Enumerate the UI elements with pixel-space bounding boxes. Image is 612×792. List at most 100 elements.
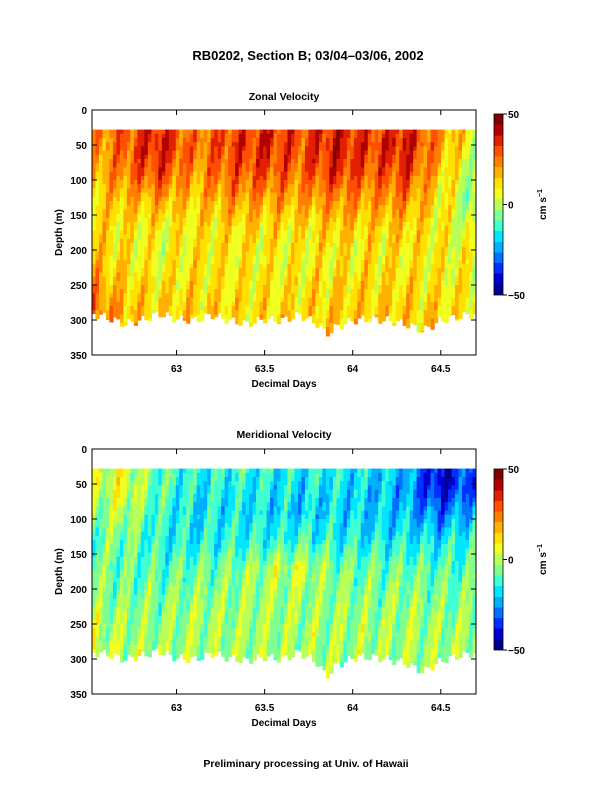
field-cell <box>186 318 191 324</box>
field-cell <box>381 280 386 286</box>
field-cell <box>364 196 369 202</box>
field-cell <box>325 285 330 290</box>
field-cell <box>381 226 386 231</box>
field-cell <box>371 196 376 202</box>
field-cell <box>318 180 323 185</box>
field-cell <box>413 301 418 307</box>
field-cell <box>242 175 247 181</box>
field-cell <box>399 209 404 215</box>
field-cell <box>399 280 404 286</box>
field-cell <box>360 163 365 168</box>
field-cell <box>287 213 292 219</box>
field-cell <box>228 297 233 303</box>
field-cell <box>126 184 131 189</box>
field-cell <box>270 159 275 164</box>
field-cell <box>381 154 386 160</box>
field-cell <box>95 129 100 135</box>
field-cell <box>179 192 184 198</box>
field-cell <box>406 184 411 189</box>
field-cell <box>158 314 163 318</box>
field-cell <box>130 154 135 160</box>
field-cell <box>423 133 428 139</box>
field-cell <box>357 285 362 290</box>
field-cell <box>343 150 348 156</box>
field-cell <box>297 259 303 265</box>
field-cell <box>284 293 289 299</box>
field-cell <box>416 243 421 248</box>
field-cell <box>210 150 215 156</box>
field-cell <box>304 285 310 290</box>
field-cell <box>182 171 187 177</box>
field-cell <box>287 251 292 257</box>
field-cell <box>430 175 435 181</box>
field-cell <box>455 138 460 143</box>
field-cell <box>413 196 418 202</box>
field-cell <box>294 310 299 313</box>
field-cell <box>311 129 317 135</box>
field-cell <box>385 276 390 282</box>
field-cell <box>308 175 313 181</box>
field-cell <box>140 226 145 231</box>
field-cell <box>367 234 372 240</box>
field-cell <box>308 133 313 139</box>
field-cell <box>273 255 278 261</box>
field-cell <box>308 196 313 202</box>
field-cell <box>231 268 236 273</box>
field-cell <box>151 310 156 314</box>
field-cell <box>329 209 334 215</box>
field-cell <box>147 180 152 185</box>
field-cell <box>189 184 194 189</box>
field-cell <box>172 247 177 252</box>
field-cell <box>270 192 275 198</box>
field-cell <box>137 280 142 286</box>
field-cell <box>402 293 407 299</box>
field-cell <box>416 327 421 332</box>
field-cell <box>374 175 379 181</box>
field-cell <box>284 276 289 282</box>
field-cell <box>329 226 334 231</box>
field-cell <box>297 163 303 168</box>
field-cell <box>294 213 299 219</box>
field-cell <box>297 171 303 177</box>
field-cell <box>280 280 285 286</box>
field-cell <box>304 268 310 273</box>
field-cell <box>416 247 421 252</box>
field-cell <box>189 163 194 168</box>
field-cell <box>119 175 125 181</box>
field-cell <box>273 293 278 299</box>
field-cell <box>462 238 467 244</box>
field-cell <box>109 293 114 299</box>
field-cell <box>98 171 104 177</box>
field-cell <box>116 301 121 307</box>
field-cell <box>126 133 131 139</box>
field-cell <box>119 259 125 265</box>
field-cell <box>392 243 397 248</box>
field-cell <box>119 167 125 173</box>
field-cell <box>172 222 177 227</box>
field-cell <box>175 285 180 290</box>
field-cell <box>126 293 131 299</box>
field-cell <box>133 293 138 299</box>
field-cell <box>311 222 317 227</box>
field-cell <box>381 138 386 143</box>
field-cell <box>137 230 142 236</box>
field-cell <box>231 201 236 206</box>
field-cell <box>427 226 432 231</box>
field-cell <box>238 217 243 223</box>
field-cell <box>364 268 369 273</box>
field-cell <box>182 138 187 143</box>
field-cell <box>304 213 310 219</box>
field-cell <box>172 217 177 223</box>
field-cell <box>112 192 118 198</box>
field-cell <box>224 154 229 160</box>
field-cell <box>381 184 386 189</box>
field-cell <box>455 297 460 303</box>
field-cell <box>259 209 264 215</box>
field-cell <box>325 255 330 261</box>
field-cell <box>245 234 250 240</box>
field-cell <box>133 251 138 257</box>
field-cell <box>343 209 348 215</box>
field-cell <box>374 306 379 311</box>
field-cell <box>273 138 278 143</box>
field-cell <box>448 314 453 317</box>
